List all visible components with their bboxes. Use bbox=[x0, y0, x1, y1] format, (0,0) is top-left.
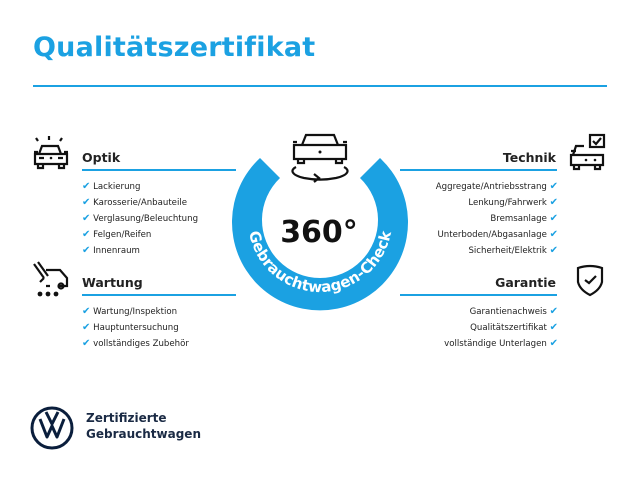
brand-line-2: Gebrauchtwagen bbox=[86, 427, 201, 441]
list-item: Garantienachweis ✔ bbox=[469, 306, 558, 317]
page-title: Qualitätszertifikat bbox=[33, 32, 316, 63]
check-icon: ✔ bbox=[549, 245, 558, 256]
check-icon: ✔ bbox=[549, 306, 558, 317]
check-icon: ✔ bbox=[82, 213, 91, 224]
check-icon: ✔ bbox=[82, 181, 91, 192]
section-title-optik: Optik bbox=[82, 150, 121, 165]
list-item: ✔ Felgen/Reifen bbox=[82, 229, 152, 240]
list-item: Aggregate/Antriebsstrang ✔ bbox=[435, 181, 558, 192]
list-item: Lenkung/Fahrwerk ✔ bbox=[468, 197, 558, 208]
check-icon: ✔ bbox=[82, 338, 91, 349]
check-icon: ✔ bbox=[549, 197, 558, 208]
shield-check-icon bbox=[576, 264, 604, 297]
brand-line-1: Zertifizierte bbox=[86, 411, 167, 425]
list-item: Sicherheit/Elektrik ✔ bbox=[468, 245, 558, 256]
list-item: Qualitätszertifikat ✔ bbox=[470, 322, 558, 333]
technik-list: Aggregate/Antriebsstrang ✔ Lenkung/Fahrw… bbox=[436, 179, 558, 259]
list-item: Unterboden/Abgasanlage ✔ bbox=[437, 229, 559, 240]
check-icon: ✔ bbox=[549, 181, 558, 192]
section-title-technik: Technik bbox=[502, 150, 556, 165]
list-item: ✔ vollständiges Zubehör bbox=[82, 338, 189, 349]
car-rotate-icon bbox=[291, 133, 349, 183]
check-icon: ✔ bbox=[549, 213, 558, 224]
technik-divider bbox=[400, 169, 557, 171]
list-item: ✔ Lackierung bbox=[82, 181, 141, 192]
list-item: vollständige Unterlagen ✔ bbox=[444, 338, 558, 349]
vw-logo bbox=[30, 406, 74, 450]
list-item: ✔ Verglasung/Beleuchtung bbox=[82, 213, 199, 224]
optik-list: ✔ Lackierung ✔ Karosserie/Anbauteile ✔ V… bbox=[82, 179, 198, 259]
section-title-wartung: Wartung bbox=[82, 275, 143, 290]
garantie-list: Garantienachweis ✔ Qualitätszertifikat ✔… bbox=[444, 304, 558, 352]
brand-text: Zertifizierte Gebrauchtwagen bbox=[86, 410, 201, 442]
service-van-icon bbox=[33, 261, 69, 297]
section-title-garantie: Garantie bbox=[495, 275, 556, 290]
check-icon: ✔ bbox=[82, 322, 91, 333]
check-icon: ✔ bbox=[82, 229, 91, 240]
360-check-badge: Gebrauchtwagen-Check 360° bbox=[232, 133, 408, 311]
check-icon: ✔ bbox=[549, 338, 558, 349]
list-item: Bremsanlage ✔ bbox=[490, 213, 558, 224]
car-checkbox-icon bbox=[569, 133, 606, 171]
wartung-divider bbox=[82, 294, 236, 296]
car-lights-icon bbox=[33, 136, 69, 170]
badge-value: 360° bbox=[280, 215, 358, 250]
list-item: ✔ Innenraum bbox=[82, 245, 140, 256]
check-icon: ✔ bbox=[549, 229, 558, 240]
ring bbox=[232, 158, 408, 311]
wartung-list: ✔ Wartung/Inspektion ✔ Hauptuntersuchung… bbox=[82, 304, 189, 352]
list-item: ✔ Hauptuntersuchung bbox=[82, 322, 179, 333]
optik-divider bbox=[82, 169, 236, 171]
check-icon: ✔ bbox=[82, 306, 91, 317]
check-icon: ✔ bbox=[549, 322, 558, 333]
check-icon: ✔ bbox=[82, 245, 91, 256]
list-item: ✔ Wartung/Inspektion bbox=[82, 306, 178, 317]
title-divider bbox=[33, 85, 607, 87]
list-item: ✔ Karosserie/Anbauteile bbox=[82, 197, 188, 208]
check-icon: ✔ bbox=[82, 197, 91, 208]
garantie-divider bbox=[400, 294, 557, 296]
